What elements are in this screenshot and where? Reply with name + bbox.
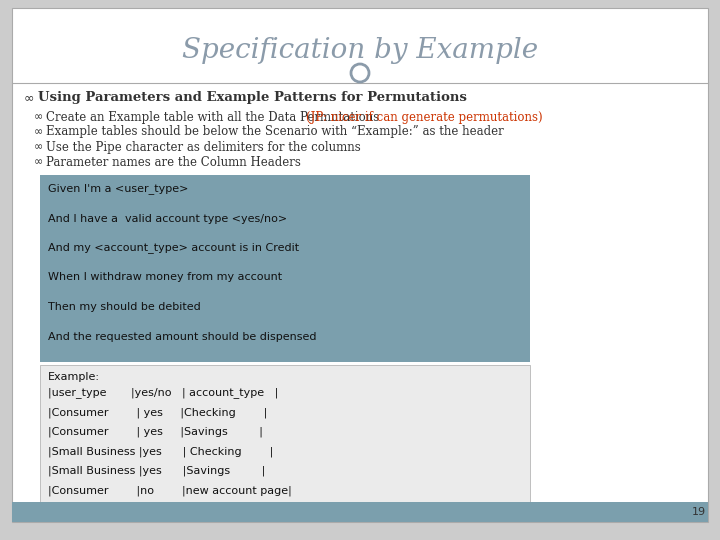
Text: When I withdraw money from my account: When I withdraw money from my account — [48, 273, 282, 282]
Text: |Consumer        |no        |new account page|: |Consumer |no |new account page| — [48, 485, 292, 496]
Text: ∞: ∞ — [24, 91, 35, 105]
Text: |Small Business |yes      | Checking        |: |Small Business |yes | Checking | — [48, 446, 274, 457]
Text: Create an Example table with all the Data Permutations: Create an Example table with all the Dat… — [46, 111, 383, 124]
Text: Use the Pipe character as delimiters for the columns: Use the Pipe character as delimiters for… — [46, 140, 361, 153]
Text: ∞: ∞ — [34, 127, 43, 137]
Text: |Small Business |yes      |Savings         |: |Small Business |yes |Savings | — [48, 465, 265, 476]
Text: Example:: Example: — [48, 372, 100, 382]
Text: ∞: ∞ — [34, 142, 43, 152]
Text: And the requested amount should be dispensed: And the requested amount should be dispe… — [48, 332, 317, 341]
Text: ∞: ∞ — [34, 112, 43, 122]
Text: |user_type       |yes/no   | account_type   |: |user_type |yes/no | account_type | — [48, 388, 278, 399]
Text: |Consumer        | yes     |Savings         |: |Consumer | yes |Savings | — [48, 427, 263, 437]
Text: ∞: ∞ — [34, 157, 43, 167]
Text: |Consumer        | yes     |Checking        |: |Consumer | yes |Checking | — [48, 407, 267, 418]
Text: And my <account_type> account is in Credit: And my <account_type> account is in Cred… — [48, 242, 299, 253]
Bar — [40, 175, 530, 362]
Bar — [40, 365, 530, 512]
Text: Given I'm a <user_type>: Given I'm a <user_type> — [48, 184, 189, 194]
Text: Then my should be debited: Then my should be debited — [48, 302, 201, 312]
Text: Parameter names are the Column Headers: Parameter names are the Column Headers — [46, 156, 301, 168]
Text: (JP: nicer if can generate permutations): (JP: nicer if can generate permutations) — [305, 111, 542, 124]
Bar — [12, 502, 708, 522]
Text: 19: 19 — [692, 507, 706, 517]
Circle shape — [354, 68, 366, 78]
Text: Using Parameters and Example Patterns for Permutations: Using Parameters and Example Patterns fo… — [38, 91, 467, 105]
Text: And I have a  valid account type <yes/no>: And I have a valid account type <yes/no> — [48, 213, 287, 224]
Text: Specification by Example: Specification by Example — [182, 37, 538, 64]
Text: Example tables should be below the Scenario with “Example:” as the header: Example tables should be below the Scena… — [46, 125, 504, 138]
